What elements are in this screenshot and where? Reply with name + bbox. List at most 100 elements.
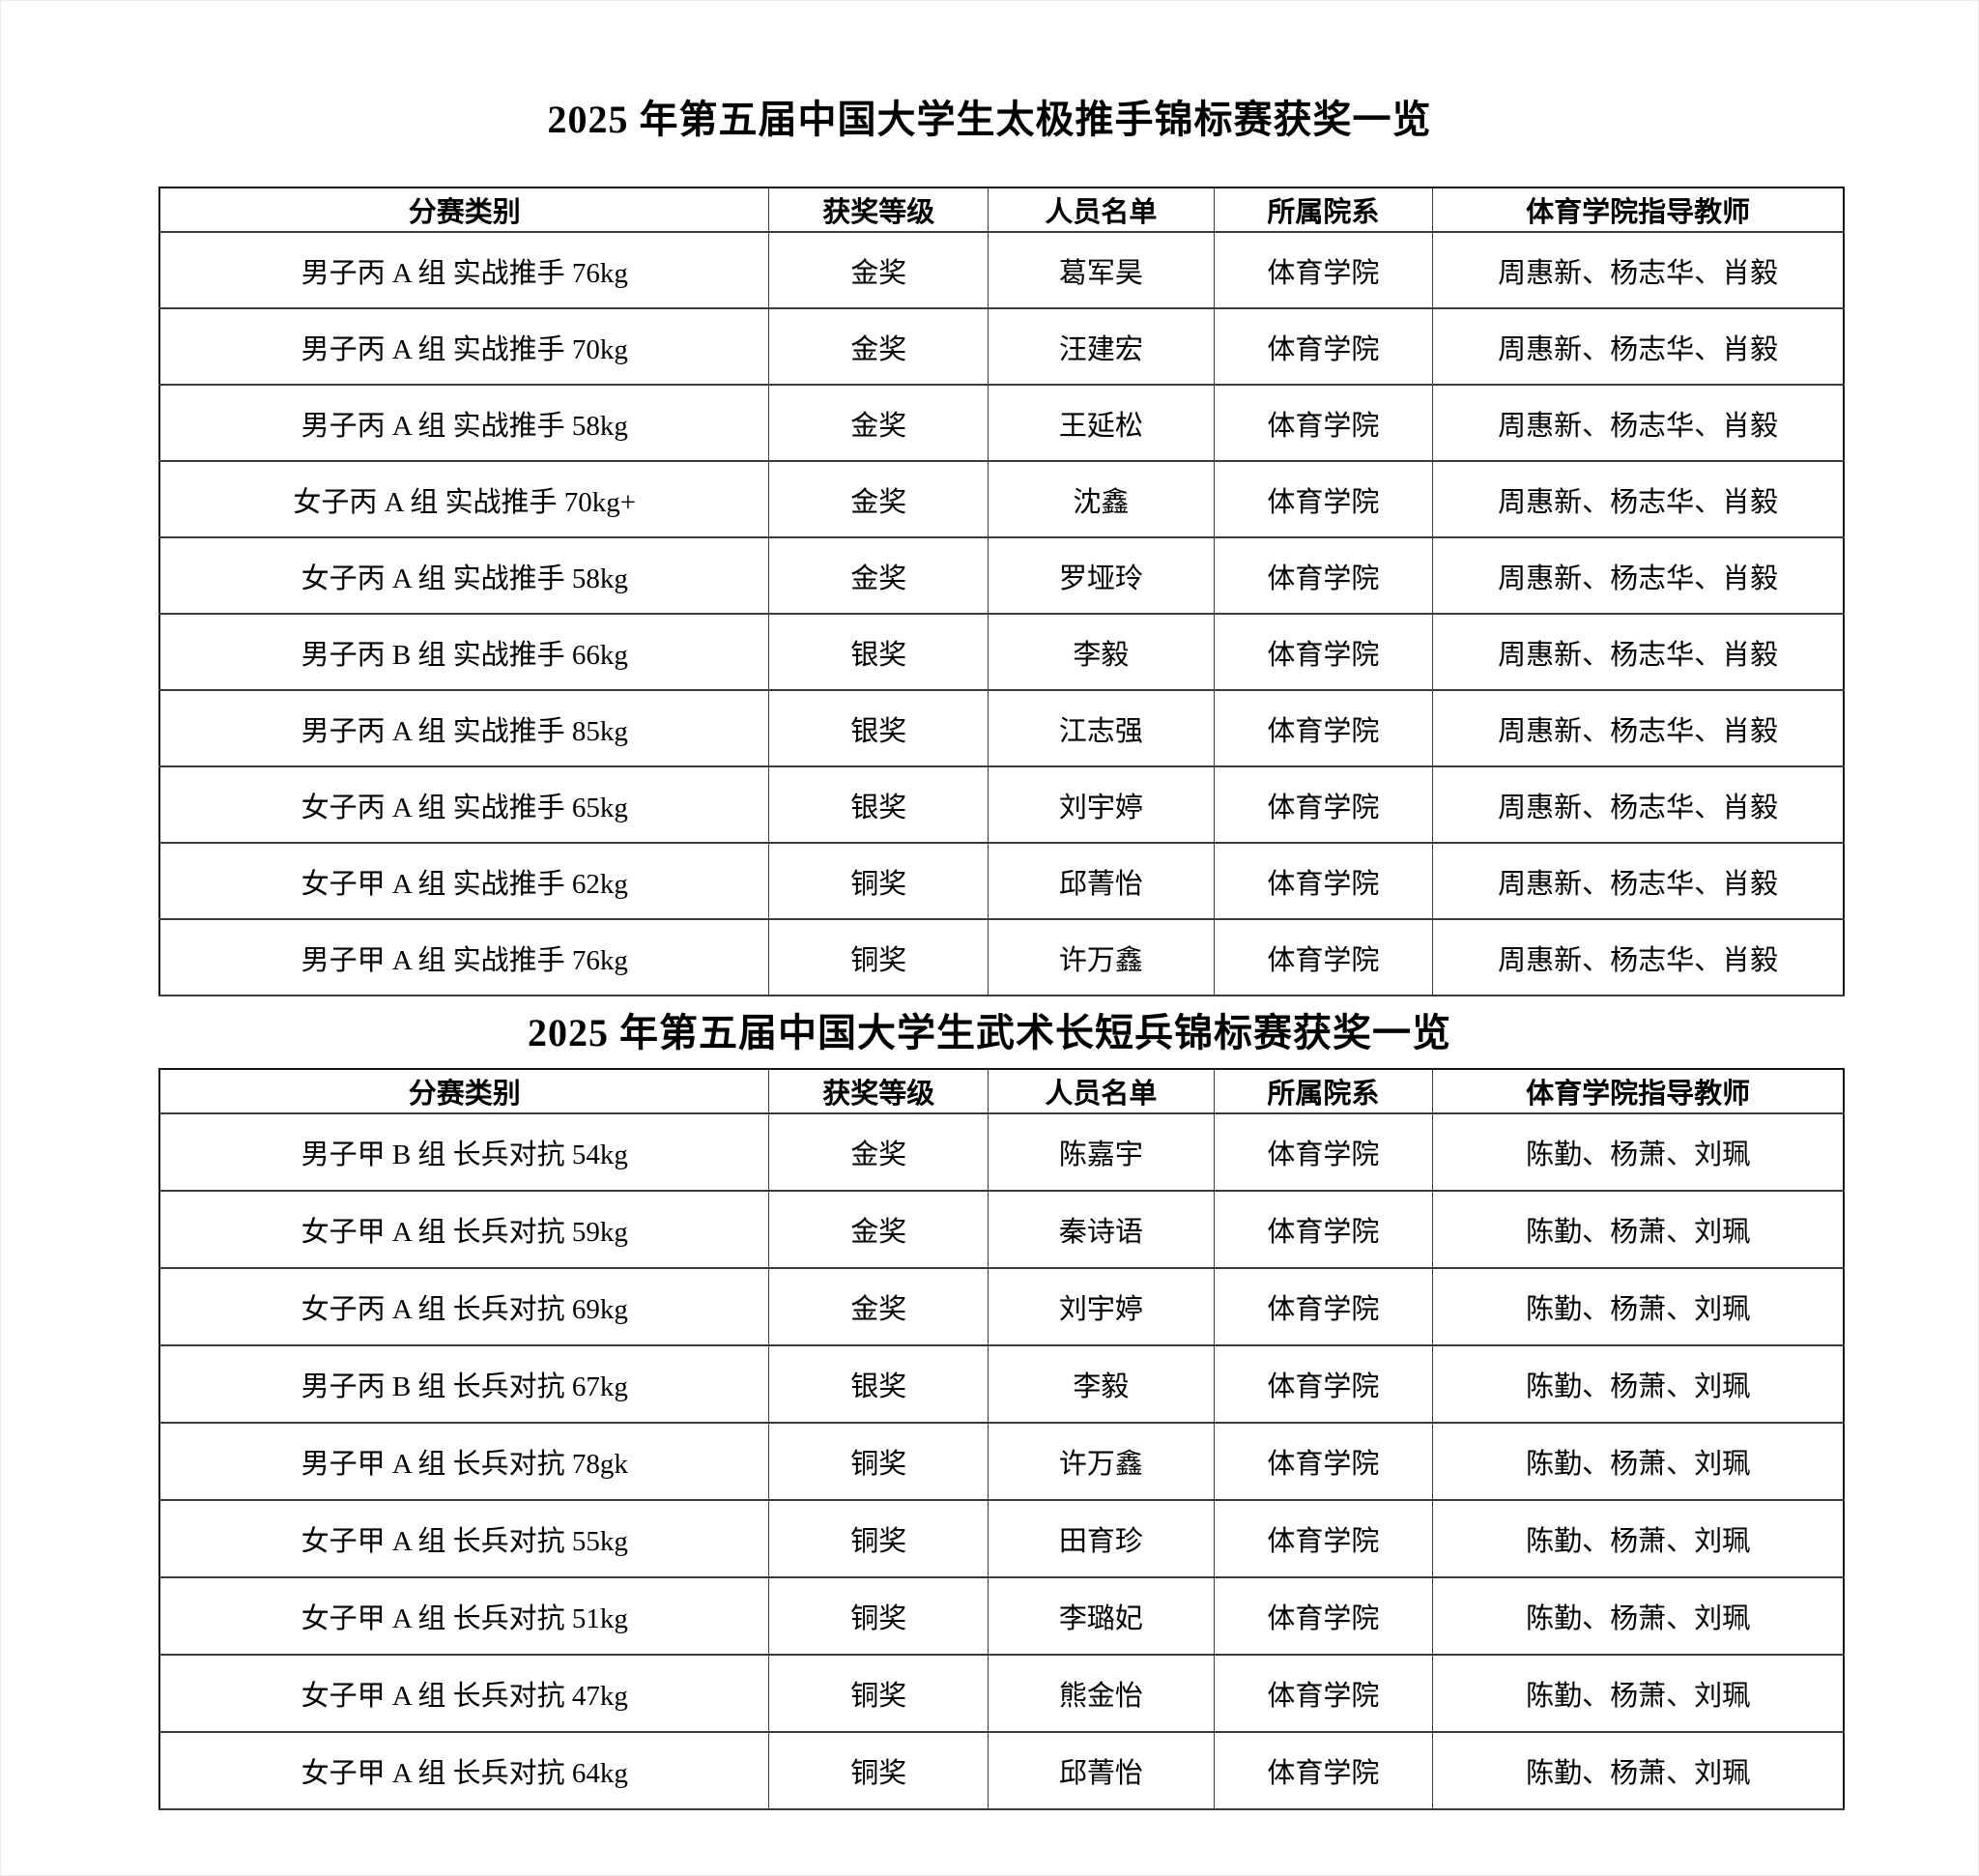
cell-award: 金奖 bbox=[768, 460, 990, 538]
taiji-table-title: 2025 年第五届中国大学生太极推手锦标赛获奖一览 bbox=[547, 98, 1432, 141]
cell-category: 男子甲 A 组 长兵对抗 78gk bbox=[158, 1422, 770, 1501]
award-row: 女子甲 A 组 实战推手 62kg 铜奖 邱菁怡 体育学院 周惠新、杨志华、肖毅 bbox=[158, 842, 1845, 920]
cell-teachers: 周惠新、杨志华、肖毅 bbox=[1432, 689, 1845, 767]
award-row: 女子丙 A 组 长兵对抗 69kg 金奖 刘宇婷 体育学院 陈勤、杨萧、刘珮 bbox=[158, 1267, 1845, 1346]
cell-award: 金奖 bbox=[768, 384, 990, 462]
award-row: 男子甲 B 组 长兵对抗 54kg 金奖 陈嘉宇 体育学院 陈勤、杨萧、刘珮 bbox=[158, 1112, 1845, 1192]
award-row: 女子甲 A 组 长兵对抗 47kg 铜奖 熊金怡 体育学院 陈勤、杨萧、刘珮 bbox=[158, 1654, 1845, 1733]
cell-name: 邱菁怡 bbox=[988, 842, 1215, 920]
cell-name: 许万鑫 bbox=[988, 1422, 1215, 1501]
cell-department: 体育学院 bbox=[1213, 1731, 1434, 1810]
col-header-category: 分赛类别 bbox=[158, 1068, 770, 1114]
cell-category: 男子甲 B 组 长兵对抗 54kg bbox=[158, 1112, 770, 1192]
cell-department: 体育学院 bbox=[1213, 1344, 1434, 1424]
cell-name: 沈鑫 bbox=[988, 460, 1215, 538]
cell-name: 刘宇婷 bbox=[988, 1267, 1215, 1346]
cell-teachers: 陈勤、杨萧、刘珮 bbox=[1432, 1731, 1845, 1810]
cell-department: 体育学院 bbox=[1213, 1654, 1434, 1733]
award-row: 女子甲 A 组 长兵对抗 55kg 铜奖 田育珍 体育学院 陈勤、杨萧、刘珮 bbox=[158, 1499, 1845, 1578]
cell-department: 体育学院 bbox=[1213, 1576, 1434, 1656]
cell-category: 女子甲 A 组 长兵对抗 55kg bbox=[158, 1499, 770, 1578]
col-header-teachers: 体育学院指导教师 bbox=[1432, 187, 1845, 233]
cell-teachers: 周惠新、杨志华、肖毅 bbox=[1432, 536, 1845, 615]
award-row: 男子丙 A 组 实战推手 58kg 金奖 王延松 体育学院 周惠新、杨志华、肖毅 bbox=[158, 384, 1845, 462]
document-page: 2025 年第五届中国大学生太极推手锦标赛获奖一览 分赛类别 获奖等级 人员名单… bbox=[158, 98, 1845, 1810]
cell-teachers: 周惠新、杨志华、肖毅 bbox=[1432, 384, 1845, 462]
taiji-table-header: 分赛类别 获奖等级 人员名单 所属院系 体育学院指导教师 bbox=[158, 187, 1845, 233]
cell-award: 铜奖 bbox=[768, 1654, 990, 1733]
award-row: 女子丙 A 组 实战推手 65kg 银奖 刘宇婷 体育学院 周惠新、杨志华、肖毅 bbox=[158, 765, 1845, 844]
cell-name: 李璐妃 bbox=[988, 1576, 1215, 1656]
cell-name: 李毅 bbox=[988, 613, 1215, 691]
changduanbing-awards-table: 分赛类别 获奖等级 人员名单 所属院系 体育学院指导教师 男子甲 B 组 长兵对… bbox=[158, 1068, 1845, 1810]
cell-department: 体育学院 bbox=[1213, 231, 1434, 309]
col-header-department: 所属院系 bbox=[1213, 1068, 1434, 1114]
cell-department: 体育学院 bbox=[1213, 1190, 1434, 1269]
cell-department: 体育学院 bbox=[1213, 765, 1434, 844]
cell-name: 熊金怡 bbox=[988, 1654, 1215, 1733]
cell-teachers: 周惠新、杨志华、肖毅 bbox=[1432, 765, 1845, 844]
cell-teachers: 陈勤、杨萧、刘珮 bbox=[1432, 1112, 1845, 1192]
award-row: 男子丙 A 组 实战推手 76kg 金奖 葛军昊 体育学院 周惠新、杨志华、肖毅 bbox=[158, 231, 1845, 309]
cell-award: 银奖 bbox=[768, 689, 990, 767]
cell-department: 体育学院 bbox=[1213, 307, 1434, 386]
cell-department: 体育学院 bbox=[1213, 842, 1434, 920]
cell-award: 银奖 bbox=[768, 765, 990, 844]
cell-award: 金奖 bbox=[768, 307, 990, 386]
cell-category: 男子丙 A 组 实战推手 76kg bbox=[158, 231, 770, 309]
cell-name: 王延松 bbox=[988, 384, 1215, 462]
cell-name: 罗垭玲 bbox=[988, 536, 1215, 615]
cell-name: 邱菁怡 bbox=[988, 1731, 1215, 1810]
cell-department: 体育学院 bbox=[1213, 1499, 1434, 1578]
col-header-name: 人员名单 bbox=[988, 187, 1215, 233]
cell-department: 体育学院 bbox=[1213, 384, 1434, 462]
cell-category: 男子甲 A 组 实战推手 76kg bbox=[158, 918, 770, 996]
cell-teachers: 陈勤、杨萧、刘珮 bbox=[1432, 1654, 1845, 1733]
cell-department: 体育学院 bbox=[1213, 460, 1434, 538]
award-row: 女子丙 A 组 实战推手 70kg+ 金奖 沈鑫 体育学院 周惠新、杨志华、肖毅 bbox=[158, 460, 1845, 538]
cell-award: 铜奖 bbox=[768, 1422, 990, 1501]
cell-name: 汪建宏 bbox=[988, 307, 1215, 386]
cell-teachers: 陈勤、杨萧、刘珮 bbox=[1432, 1499, 1845, 1578]
cell-award: 金奖 bbox=[768, 1190, 990, 1269]
cell-name: 许万鑫 bbox=[988, 918, 1215, 996]
cell-award: 铜奖 bbox=[768, 1731, 990, 1810]
award-row: 男子甲 A 组 长兵对抗 78gk 铜奖 许万鑫 体育学院 陈勤、杨萧、刘珮 bbox=[158, 1422, 1845, 1501]
col-header-department: 所属院系 bbox=[1213, 187, 1434, 233]
cell-category: 女子甲 A 组 实战推手 62kg bbox=[158, 842, 770, 920]
cell-award: 银奖 bbox=[768, 613, 990, 691]
cell-teachers: 陈勤、杨萧、刘珮 bbox=[1432, 1344, 1845, 1424]
header-row: 分赛类别 获奖等级 人员名单 所属院系 体育学院指导教师 bbox=[158, 1068, 1845, 1114]
cell-name: 秦诗语 bbox=[988, 1190, 1215, 1269]
taiji-awards-table: 分赛类别 获奖等级 人员名单 所属院系 体育学院指导教师 男子丙 A 组 实战推… bbox=[158, 187, 1845, 996]
header-row: 分赛类别 获奖等级 人员名单 所属院系 体育学院指导教师 bbox=[158, 187, 1845, 233]
cell-award: 铜奖 bbox=[768, 1499, 990, 1578]
cell-category: 男子丙 A 组 实战推手 58kg bbox=[158, 384, 770, 462]
cell-teachers: 陈勤、杨萧、刘珮 bbox=[1432, 1190, 1845, 1269]
cell-department: 体育学院 bbox=[1213, 918, 1434, 996]
cell-category: 男子丙 A 组 实战推手 70kg bbox=[158, 307, 770, 386]
award-row: 男子丙 A 组 实战推手 70kg 金奖 汪建宏 体育学院 周惠新、杨志华、肖毅 bbox=[158, 307, 1845, 386]
cell-award: 金奖 bbox=[768, 1112, 990, 1192]
cell-department: 体育学院 bbox=[1213, 1112, 1434, 1192]
cell-category: 女子甲 A 组 长兵对抗 59kg bbox=[158, 1190, 770, 1269]
cell-teachers: 周惠新、杨志华、肖毅 bbox=[1432, 842, 1845, 920]
cell-category: 女子甲 A 组 长兵对抗 51kg bbox=[158, 1576, 770, 1656]
cell-category: 男子丙 B 组 长兵对抗 67kg bbox=[158, 1344, 770, 1424]
cell-category: 男子丙 B 组 实战推手 66kg bbox=[158, 613, 770, 691]
cell-teachers: 陈勤、杨萧、刘珮 bbox=[1432, 1422, 1845, 1501]
cell-award: 金奖 bbox=[768, 536, 990, 615]
cell-teachers: 周惠新、杨志华、肖毅 bbox=[1432, 918, 1845, 996]
cell-teachers: 周惠新、杨志华、肖毅 bbox=[1432, 231, 1845, 309]
cell-award: 铜奖 bbox=[768, 918, 990, 996]
award-row: 女子甲 A 组 长兵对抗 51kg 铜奖 李璐妃 体育学院 陈勤、杨萧、刘珮 bbox=[158, 1576, 1845, 1656]
cell-category: 男子丙 A 组 实战推手 85kg bbox=[158, 689, 770, 767]
cell-category: 女子丙 A 组 实战推手 58kg bbox=[158, 536, 770, 615]
cell-teachers: 周惠新、杨志华、肖毅 bbox=[1432, 460, 1845, 538]
cell-name: 刘宇婷 bbox=[988, 765, 1215, 844]
changduanbing-table-header: 分赛类别 获奖等级 人员名单 所属院系 体育学院指导教师 bbox=[158, 1068, 1845, 1114]
cell-category: 女子丙 A 组 长兵对抗 69kg bbox=[158, 1267, 770, 1346]
cell-department: 体育学院 bbox=[1213, 1267, 1434, 1346]
cell-teachers: 陈勤、杨萧、刘珮 bbox=[1432, 1576, 1845, 1656]
cell-department: 体育学院 bbox=[1213, 536, 1434, 615]
